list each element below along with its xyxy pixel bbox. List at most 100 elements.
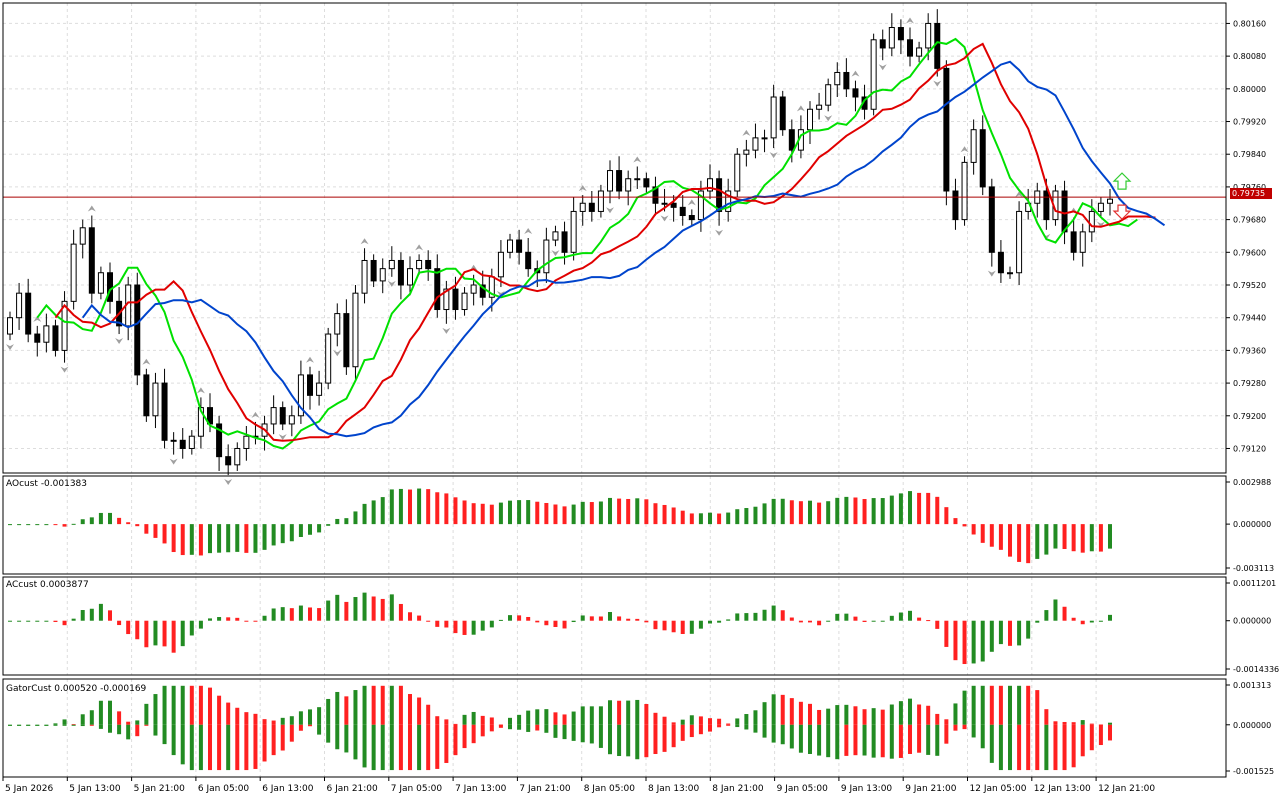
y-tick-label: -0.003113 bbox=[1233, 564, 1274, 573]
candle bbox=[343, 299, 350, 375]
candle-body bbox=[307, 374, 313, 396]
gator-histogram-pane[interactable] bbox=[8, 685, 1112, 771]
candle-body bbox=[497, 251, 504, 278]
gator-lower-bar bbox=[80, 724, 85, 727]
gator-upper-bar bbox=[1080, 720, 1085, 725]
candle-body bbox=[7, 317, 13, 335]
ac-bar bbox=[962, 620, 967, 665]
ac-bar bbox=[517, 615, 522, 621]
ao-bar bbox=[871, 498, 876, 525]
gator-upper-bar bbox=[317, 707, 322, 725]
gator-lower-bar bbox=[680, 724, 685, 741]
ac-bar bbox=[53, 620, 58, 622]
gator-lower-bar bbox=[35, 724, 40, 726]
ao-bar bbox=[1080, 524, 1085, 553]
candle-body bbox=[834, 71, 841, 86]
gator-upper-bar bbox=[144, 703, 149, 725]
candle bbox=[607, 160, 613, 204]
ac-bar bbox=[317, 608, 322, 621]
gator-upper-bar bbox=[953, 703, 958, 725]
gator-upper-bar bbox=[526, 710, 531, 725]
ac-bar bbox=[744, 613, 749, 621]
gator-lower-bar bbox=[298, 724, 303, 731]
ao-histogram-pane[interactable] bbox=[8, 488, 1112, 564]
candle-body bbox=[934, 22, 941, 69]
ao-bar bbox=[444, 493, 449, 525]
x-tick-label: 12 Jan 21:00 bbox=[1098, 784, 1155, 794]
ao-bar bbox=[126, 522, 131, 525]
grid bbox=[2, 3, 1226, 777]
ao-bar bbox=[117, 517, 122, 525]
gator-upper-bar bbox=[80, 714, 85, 725]
ac-histogram-pane[interactable] bbox=[8, 592, 1112, 665]
fractal-down-marker bbox=[278, 434, 287, 441]
candle-body bbox=[97, 272, 104, 294]
fractal-up-marker bbox=[960, 146, 969, 153]
candle-body bbox=[334, 313, 341, 335]
ac-bar bbox=[126, 620, 131, 635]
candle bbox=[79, 219, 86, 259]
gator-upper-bar bbox=[235, 707, 240, 725]
gator-lower-bar bbox=[817, 724, 822, 756]
ao-bar bbox=[571, 504, 576, 525]
ac-bar bbox=[471, 620, 476, 635]
gator-lower-bar bbox=[871, 724, 876, 758]
candle-body bbox=[134, 284, 141, 376]
candle bbox=[688, 209, 695, 226]
x-tick-label: 8 Jan 13:00 bbox=[648, 784, 700, 794]
candle bbox=[270, 395, 277, 435]
ac-bar bbox=[180, 620, 185, 647]
candle-body bbox=[543, 239, 550, 274]
candle-body bbox=[507, 239, 513, 253]
ao-bar bbox=[617, 498, 622, 525]
gator-upper-bar bbox=[417, 697, 422, 725]
gator-upper-bar bbox=[435, 716, 440, 725]
ac-bar bbox=[35, 620, 40, 622]
gator-upper-bar bbox=[989, 685, 994, 725]
ao-bar bbox=[944, 507, 949, 525]
candle-body bbox=[734, 153, 741, 192]
candle bbox=[407, 256, 413, 296]
candle-body bbox=[1107, 198, 1113, 204]
ao-bar bbox=[271, 524, 276, 546]
gator-upper-bar bbox=[398, 685, 403, 725]
ac-bar bbox=[398, 603, 403, 621]
gator-upper-bar bbox=[908, 698, 912, 725]
gator-upper-bar bbox=[917, 704, 922, 725]
ac-bar bbox=[644, 620, 649, 623]
gator-lower-bar bbox=[371, 724, 376, 771]
gator-upper-bar bbox=[380, 685, 385, 725]
ac-bar bbox=[989, 620, 994, 652]
candle bbox=[670, 195, 677, 222]
y-tick-label: 0.80080 bbox=[1233, 52, 1266, 61]
candle-body bbox=[34, 333, 41, 343]
candle-body bbox=[525, 251, 532, 270]
candle bbox=[88, 215, 95, 304]
fractal-up-marker bbox=[906, 17, 914, 24]
candle bbox=[834, 62, 841, 97]
ac-bar bbox=[389, 594, 394, 621]
candle-body bbox=[879, 39, 886, 49]
candle-body bbox=[1016, 210, 1023, 274]
candle bbox=[970, 119, 977, 175]
alligator-lips-line bbox=[36, 37, 1138, 450]
gator-lower-bar bbox=[389, 724, 394, 771]
price-chart-pane[interactable] bbox=[3, 9, 1226, 486]
ao-bar bbox=[71, 523, 76, 525]
gator-lower-bar bbox=[798, 724, 803, 753]
fractal-up-marker bbox=[524, 228, 533, 234]
ac-bar bbox=[562, 620, 567, 629]
candle-body bbox=[616, 170, 623, 192]
gator-lower-bar bbox=[462, 724, 467, 749]
ao-bar bbox=[26, 524, 31, 526]
candle bbox=[570, 197, 577, 261]
ac-bar bbox=[344, 601, 349, 621]
candle bbox=[707, 164, 713, 200]
ao-bar bbox=[798, 501, 803, 525]
ac-bar bbox=[271, 608, 276, 621]
ac-bar bbox=[735, 613, 740, 621]
gator-lower-bar bbox=[880, 724, 885, 758]
gator-upper-bar bbox=[635, 699, 640, 725]
fractal-down-marker bbox=[169, 458, 178, 465]
